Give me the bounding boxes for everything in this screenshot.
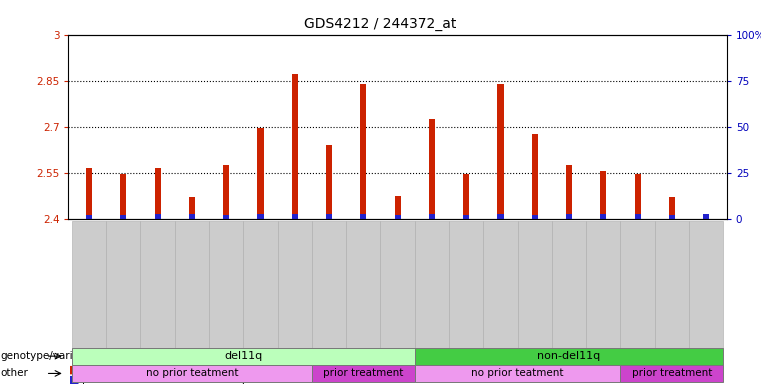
Bar [291, 74, 298, 219]
Bar [463, 174, 470, 219]
Bar [532, 215, 538, 219]
Bar [463, 215, 470, 219]
Bar [669, 215, 675, 219]
Text: prior treatment: prior treatment [323, 368, 403, 379]
Bar [223, 215, 229, 219]
Bar [120, 174, 126, 219]
Bar [257, 214, 263, 219]
Bar [566, 214, 572, 219]
Text: ■: ■ [68, 374, 79, 384]
Bar [154, 168, 161, 219]
Bar [360, 214, 367, 219]
Bar [291, 214, 298, 219]
Bar [428, 214, 435, 219]
Bar [189, 214, 195, 219]
Bar [428, 119, 435, 219]
Bar [669, 197, 675, 219]
Bar [257, 128, 263, 219]
Bar [566, 165, 572, 219]
Bar [498, 84, 504, 219]
Text: genotype/variation: genotype/variation [1, 351, 100, 361]
Bar [394, 196, 401, 219]
Text: no prior teatment: no prior teatment [471, 368, 564, 379]
Bar [223, 165, 229, 219]
Text: other: other [1, 368, 29, 379]
Bar [189, 197, 195, 219]
Bar [532, 134, 538, 219]
Bar [600, 171, 607, 219]
Bar [635, 214, 641, 219]
Bar [326, 145, 332, 219]
Bar [635, 174, 641, 219]
Text: no prior teatment: no prior teatment [145, 368, 238, 379]
Bar [86, 168, 92, 219]
Text: ■: ■ [68, 364, 79, 374]
Text: del11q: del11q [224, 351, 263, 361]
Text: transformed count: transformed count [82, 364, 180, 374]
Bar [600, 214, 607, 219]
Text: percentile rank within the sample: percentile rank within the sample [82, 374, 258, 384]
Bar [703, 214, 709, 219]
Bar [394, 215, 401, 219]
Bar [360, 84, 367, 219]
Bar [86, 215, 92, 219]
Text: prior treatment: prior treatment [632, 368, 712, 379]
Bar [326, 214, 332, 219]
Text: non-del11q: non-del11q [537, 351, 600, 361]
Bar [120, 215, 126, 219]
Bar [154, 214, 161, 219]
Bar [703, 216, 709, 219]
Text: GDS4212 / 244372_at: GDS4212 / 244372_at [304, 17, 457, 31]
Bar [498, 214, 504, 219]
